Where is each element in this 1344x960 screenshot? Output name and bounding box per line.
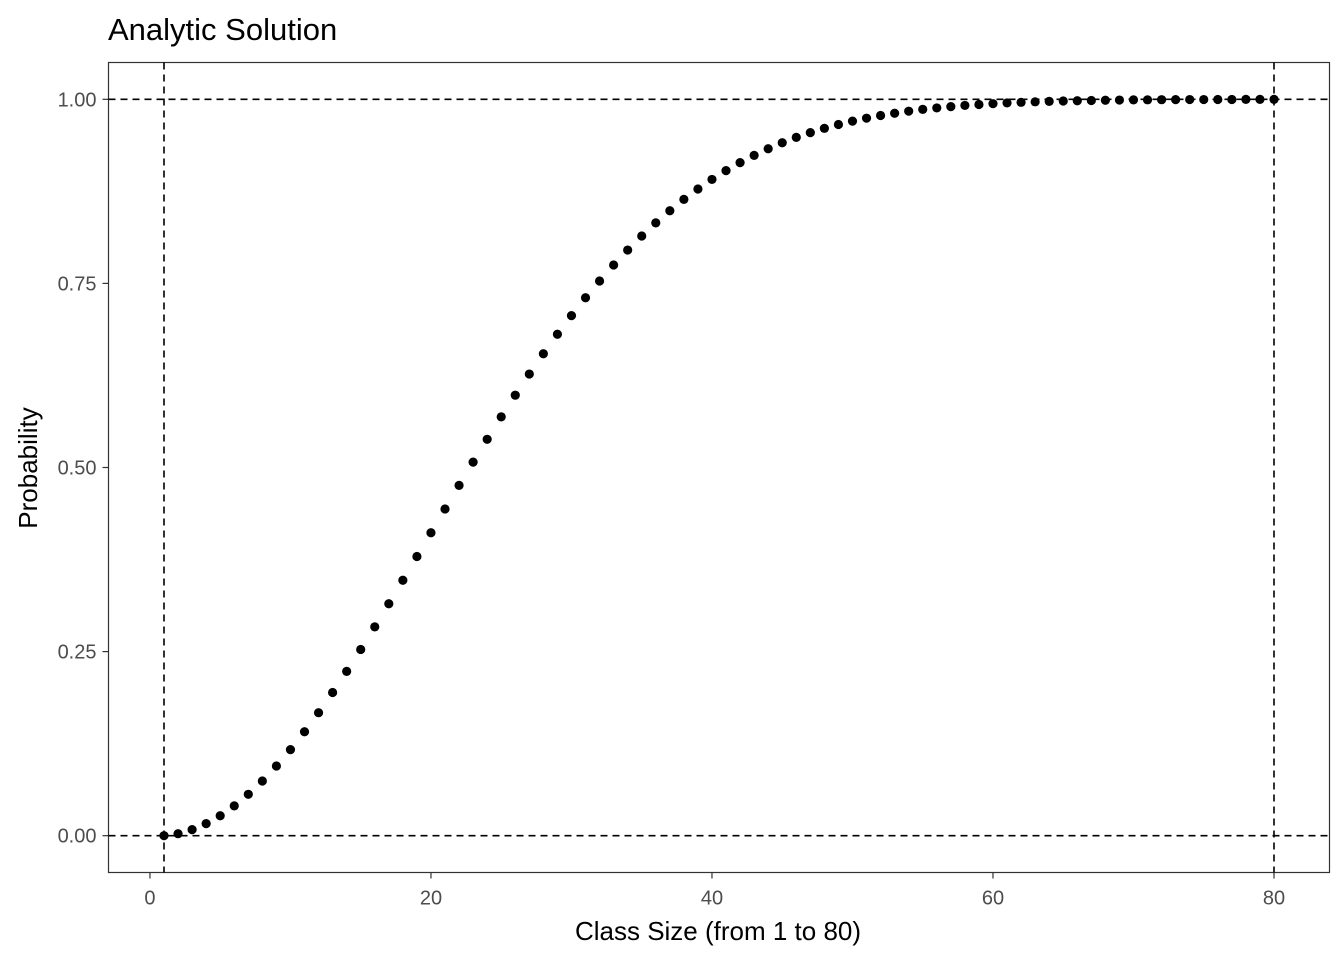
data-point	[187, 825, 197, 835]
data-point	[201, 819, 211, 829]
data-point	[791, 132, 801, 142]
x-tick-label: 20	[420, 888, 442, 910]
data-point	[594, 276, 605, 286]
x-axis: 0 20 40 60 80	[144, 872, 1285, 910]
data-point	[1171, 95, 1181, 105]
data-point	[243, 789, 253, 799]
y-tick-label: 0.50	[58, 458, 97, 480]
data-point	[1241, 94, 1251, 104]
data-point	[496, 412, 506, 422]
data-point	[398, 575, 408, 585]
data-point	[1086, 95, 1096, 106]
data-point	[637, 231, 647, 241]
data-point	[384, 599, 394, 609]
data-point	[1030, 97, 1040, 107]
data-point	[328, 687, 338, 698]
data-point	[468, 457, 478, 467]
y-axis-label: Probability	[13, 407, 43, 528]
reference-lines	[108, 62, 1330, 873]
x-axis-label: Class Size (from 1 to 80)	[575, 916, 861, 946]
data-points	[159, 94, 1279, 841]
data-point	[890, 108, 900, 118]
data-point	[1072, 96, 1082, 106]
data-point	[1044, 96, 1054, 106]
data-point	[454, 480, 464, 490]
data-point	[974, 99, 984, 110]
x-tick-label: 60	[982, 888, 1004, 910]
data-point	[1002, 98, 1012, 108]
data-point	[960, 100, 970, 111]
data-point	[847, 116, 858, 126]
data-point	[257, 776, 267, 786]
y-tick-label: 1.00	[58, 89, 97, 111]
data-point	[609, 260, 619, 270]
data-point	[552, 329, 563, 339]
data-point	[932, 103, 942, 113]
data-point	[875, 110, 886, 121]
data-point	[763, 144, 773, 154]
data-point	[159, 831, 169, 841]
data-point	[173, 829, 183, 839]
data-point	[580, 293, 591, 303]
data-point	[833, 119, 844, 130]
data-point	[285, 745, 296, 755]
data-point	[566, 310, 577, 321]
data-point	[482, 434, 492, 444]
x-tick-label: 80	[1263, 888, 1285, 910]
data-point	[426, 528, 436, 538]
x-tick-label: 0	[144, 888, 155, 910]
data-point	[440, 504, 450, 514]
data-point	[946, 102, 956, 112]
data-point	[538, 349, 548, 359]
data-point	[861, 113, 872, 123]
y-tick-label: 0.75	[58, 273, 97, 295]
data-point	[665, 206, 675, 216]
data-point	[342, 666, 352, 676]
y-axis: 0.00 0.25 0.50 0.75 1.00	[58, 89, 109, 848]
data-point	[215, 811, 225, 821]
data-point	[370, 622, 380, 632]
data-point	[904, 106, 914, 116]
data-point	[749, 150, 759, 160]
data-point	[918, 104, 928, 115]
y-tick-label: 0.00	[58, 826, 97, 848]
data-point	[313, 708, 324, 718]
data-point	[805, 128, 815, 138]
data-point	[651, 218, 661, 228]
data-point	[356, 644, 366, 655]
data-point	[1185, 94, 1195, 105]
data-point	[271, 761, 282, 771]
data-point	[1058, 96, 1068, 106]
data-point	[988, 99, 998, 109]
data-point	[1114, 95, 1125, 105]
data-point	[1016, 97, 1026, 107]
data-point	[1199, 94, 1209, 105]
data-point	[524, 369, 534, 379]
data-point	[510, 390, 520, 400]
data-point	[412, 551, 422, 562]
data-point	[735, 158, 745, 168]
data-point	[1269, 94, 1279, 104]
data-point	[1142, 95, 1153, 105]
y-tick-label: 0.25	[58, 642, 97, 664]
data-point	[721, 165, 731, 176]
data-point	[299, 727, 310, 737]
x-tick-label: 40	[701, 888, 723, 910]
data-point	[777, 138, 787, 148]
data-point	[1128, 95, 1139, 105]
data-point	[707, 174, 717, 185]
data-point	[693, 184, 703, 194]
data-point	[1100, 95, 1110, 105]
chart-title: Analytic Solution	[108, 12, 337, 47]
data-point	[623, 245, 633, 255]
data-point	[229, 801, 239, 811]
data-point	[1156, 95, 1167, 105]
data-point	[679, 194, 689, 204]
data-point	[1227, 94, 1237, 105]
data-point	[1213, 94, 1223, 105]
data-point	[1255, 94, 1265, 104]
data-point	[819, 123, 829, 133]
